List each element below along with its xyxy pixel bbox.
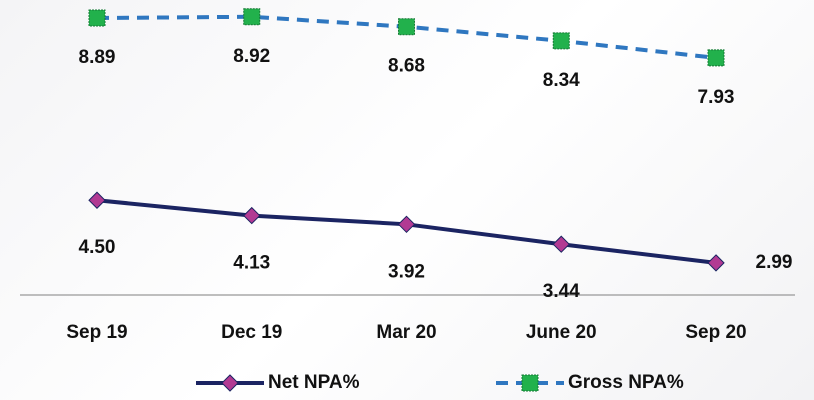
legend-item: Net NPA% [196, 372, 360, 393]
x-tick-label: Mar 20 [376, 322, 436, 343]
marker [552, 32, 570, 50]
x-tick-label: Sep 19 [66, 322, 127, 343]
marker [707, 49, 725, 67]
x-tick-label: Sep 20 [685, 322, 746, 343]
data-label: 8.34 [543, 70, 580, 91]
marker [243, 206, 261, 225]
marker [707, 254, 725, 272]
data-label: 3.92 [388, 261, 425, 282]
marker [243, 8, 261, 26]
legend-marker [221, 374, 239, 392]
legend-marker [521, 374, 539, 392]
marker [398, 18, 415, 36]
data-label: 8.68 [388, 56, 425, 77]
data-label: 8.89 [79, 47, 116, 68]
marker [88, 191, 106, 209]
legend-label: Gross NPA% [568, 372, 684, 393]
marker [397, 215, 416, 234]
marker [552, 235, 570, 253]
data-label: 3.44 [543, 281, 580, 302]
data-label: 7.93 [698, 87, 735, 108]
data-label: 8.92 [233, 46, 270, 67]
x-tick-label: Dec 19 [221, 322, 282, 343]
data-label: 4.13 [233, 253, 270, 274]
marker [88, 9, 106, 27]
data-label: 4.50 [79, 237, 116, 258]
legend-item: Gross NPA% [496, 372, 684, 393]
legend-label: Net NPA% [268, 372, 360, 393]
data-label: 2.99 [756, 252, 793, 273]
x-tick-label: June 20 [526, 322, 597, 343]
